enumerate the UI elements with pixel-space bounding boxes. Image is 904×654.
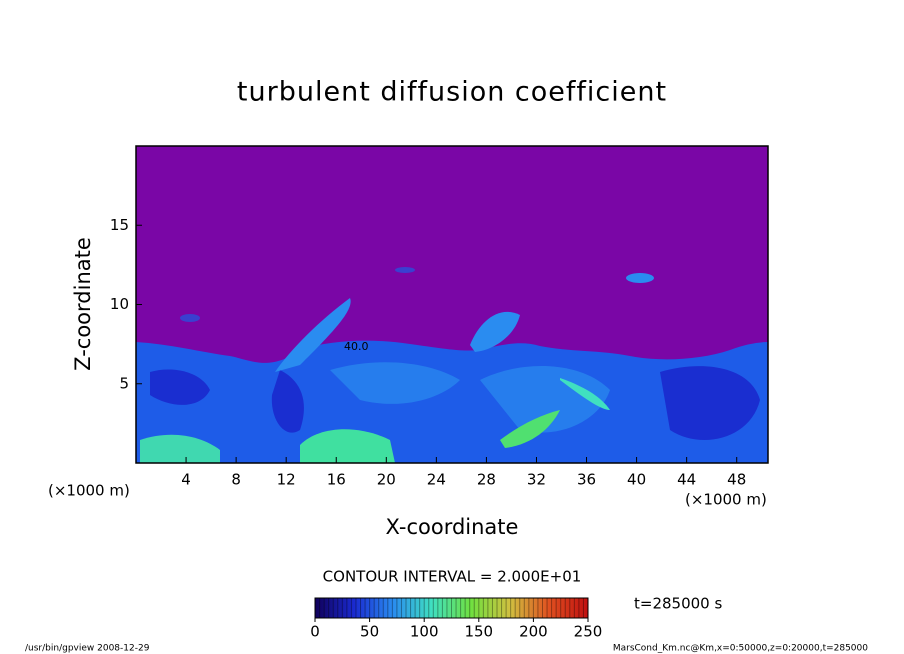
x-tick-label: 4	[181, 471, 191, 489]
y-tick-label: 5	[119, 374, 129, 392]
contour-interval: CONTOUR INTERVAL = 2.000E+01	[323, 568, 582, 586]
colorbar	[314, 597, 589, 619]
colorbar-tick-label: 100	[410, 623, 439, 641]
x-axis-title: X-coordinate	[386, 515, 519, 539]
field-blob	[330, 362, 460, 404]
field-blob	[271, 370, 304, 433]
y-tick-label: 10	[110, 295, 129, 313]
x-tick-label: 36	[577, 471, 596, 489]
chart-title: turbulent diffusion coefficient	[237, 77, 667, 108]
x-tick-label: 20	[377, 471, 396, 489]
x-unit-label: (×1000 m)	[685, 491, 767, 509]
x-tick-label: 24	[427, 471, 446, 489]
colorbar-tick-label: 200	[519, 623, 548, 641]
field-plume	[470, 311, 520, 352]
field-blob	[150, 369, 210, 405]
y-axis-title: Z-coordinate	[71, 237, 95, 371]
field-blob	[626, 273, 654, 283]
x-tick-label: 48	[727, 471, 746, 489]
time-label: t=285000 s	[634, 595, 722, 613]
colorbar-tick-label: 0	[310, 623, 320, 641]
footer-left: /usr/bin/gpview 2008-12-29	[25, 644, 150, 654]
field-blob	[180, 314, 200, 322]
field-plume	[275, 298, 351, 372]
x-tick-label: 12	[277, 471, 296, 489]
field-blob	[660, 366, 760, 440]
contour-label: 40.0	[344, 340, 369, 353]
colorbar-tick-label: 150	[464, 623, 493, 641]
x-tick-label: 32	[527, 471, 546, 489]
colorbar-tick-label: 250	[574, 623, 603, 641]
x-tick-label: 44	[677, 471, 696, 489]
field-blob	[300, 429, 395, 463]
field-blob	[560, 378, 610, 410]
footer-right: MarsCond_Km.nc@Km,x=0:50000,z=0:20000,t=…	[613, 644, 868, 654]
field-blob	[500, 410, 560, 448]
x-tick-label: 8	[231, 471, 241, 489]
y-tick-label: 15	[110, 216, 129, 234]
field-blob	[140, 434, 220, 463]
x-tick-label: 16	[327, 471, 346, 489]
x-unit-label: (×1000 m)	[48, 482, 130, 500]
field	[136, 146, 768, 463]
x-tick-label: 40	[627, 471, 646, 489]
x-tick-label: 28	[477, 471, 496, 489]
colorbar-tick-label: 50	[360, 623, 379, 641]
field-blob	[480, 366, 610, 433]
field-blob	[395, 267, 415, 273]
